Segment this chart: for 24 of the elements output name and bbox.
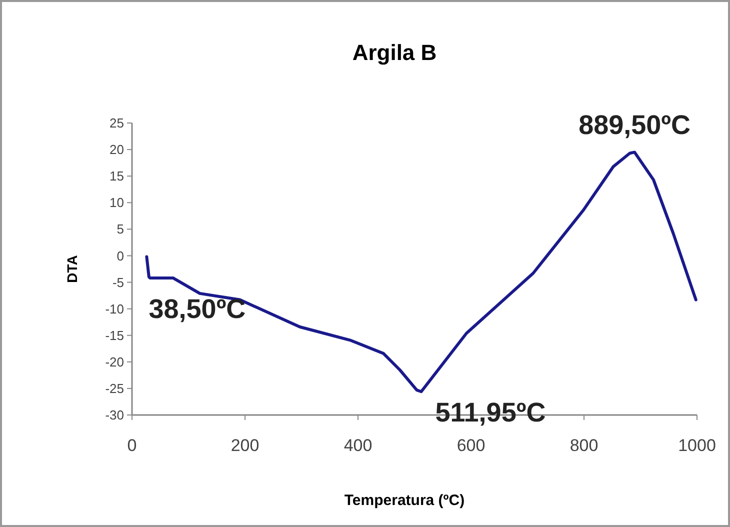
x-tick-label: 800 <box>570 436 598 455</box>
y-tick-label: -10 <box>105 301 124 316</box>
y-tick-label: -20 <box>105 354 124 370</box>
x-tick-label: 1000 <box>678 436 716 455</box>
y-tick-label: -25 <box>105 381 124 396</box>
y-tick-label: -5 <box>112 274 124 290</box>
y-tick-label: -15 <box>105 328 124 343</box>
y-tick-label: -30 <box>105 408 124 423</box>
y-tick-label: 10 <box>110 195 124 210</box>
x-tick-label: 600 <box>456 436 486 455</box>
x-tick-label: 400 <box>344 436 372 455</box>
y-tick-label: 20 <box>110 142 124 158</box>
x-axis-title: Temperatura (ºC) <box>344 492 465 509</box>
x-tick-label: 200 <box>230 436 260 455</box>
y-tick-label: 15 <box>110 168 124 184</box>
y-axis-title: DTA <box>64 255 80 283</box>
annotation: 511,95ºC <box>435 398 546 428</box>
annotation: 38,50ºC <box>148 294 246 324</box>
y-tick-label: 0 <box>116 248 124 264</box>
y-tick-label: 25 <box>110 116 124 131</box>
annotation: 889,50ºC <box>578 110 691 140</box>
line-series <box>145 150 698 394</box>
y-tick-label: 5 <box>116 222 124 237</box>
chart-title: Argila B <box>352 40 437 65</box>
